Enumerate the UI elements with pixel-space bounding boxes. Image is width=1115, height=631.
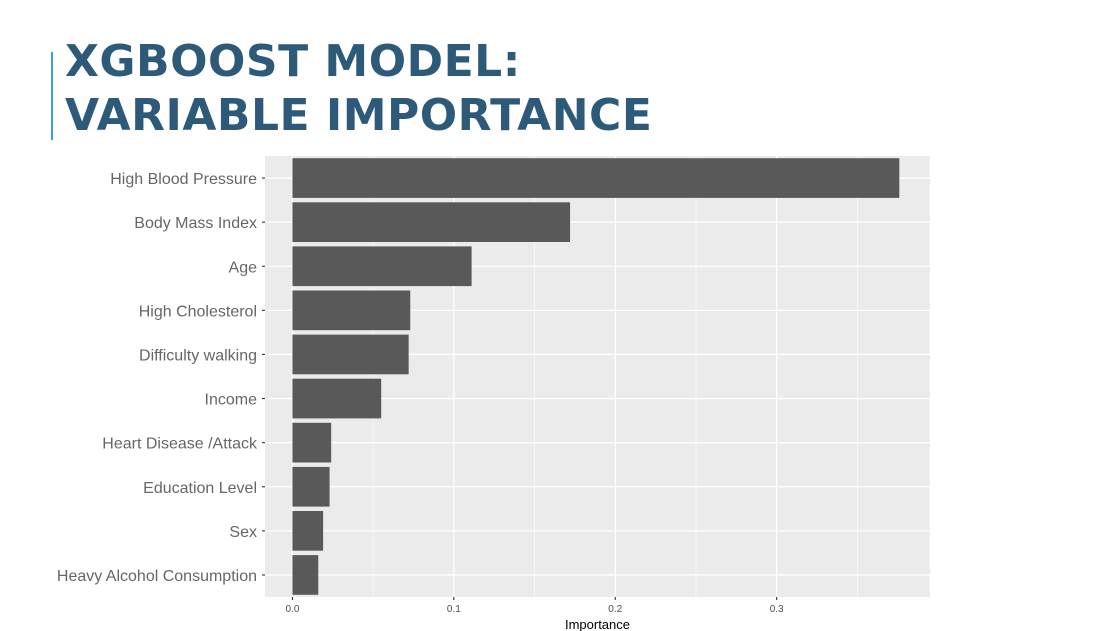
y-tick-label: Sex — [229, 524, 257, 541]
bar — [292, 422, 332, 463]
bar — [292, 378, 382, 419]
y-tick-label: High Blood Pressure — [110, 171, 257, 188]
slide-title: XGBOOST MODEL: VARIABLE IMPORTANCE — [65, 35, 652, 143]
y-tick-label: Income — [205, 392, 258, 409]
y-tick-label: Difficulty walking — [139, 347, 257, 364]
y-tick-label: Heavy Alcohol Consumption — [57, 568, 257, 585]
bar — [292, 555, 319, 595]
y-tick-label: High Cholesterol — [139, 303, 257, 320]
bar — [292, 334, 409, 375]
x-tick-label: 0.1 — [447, 604, 461, 615]
x-tick-label: 0.0 — [285, 604, 299, 615]
bar — [292, 466, 330, 507]
x-tick-label: 0.2 — [608, 604, 622, 615]
bar — [292, 290, 411, 331]
x-axis-label: Importance — [565, 617, 630, 631]
bar — [292, 202, 571, 242]
bar — [292, 158, 900, 198]
x-tick-label: 0.3 — [770, 604, 784, 615]
bar — [292, 246, 472, 287]
slide-title-line-1: XGBOOST MODEL: — [65, 36, 521, 87]
y-tick-label: Education Level — [143, 480, 257, 497]
title-accent-bar — [51, 52, 53, 140]
y-tick-label: Age — [229, 259, 258, 276]
y-tick-label: Body Mass Index — [134, 215, 257, 232]
bar — [292, 511, 324, 551]
y-tick-label: Heart Disease /Attack — [102, 436, 258, 453]
slide-title-line-2: VARIABLE IMPORTANCE — [65, 90, 653, 141]
